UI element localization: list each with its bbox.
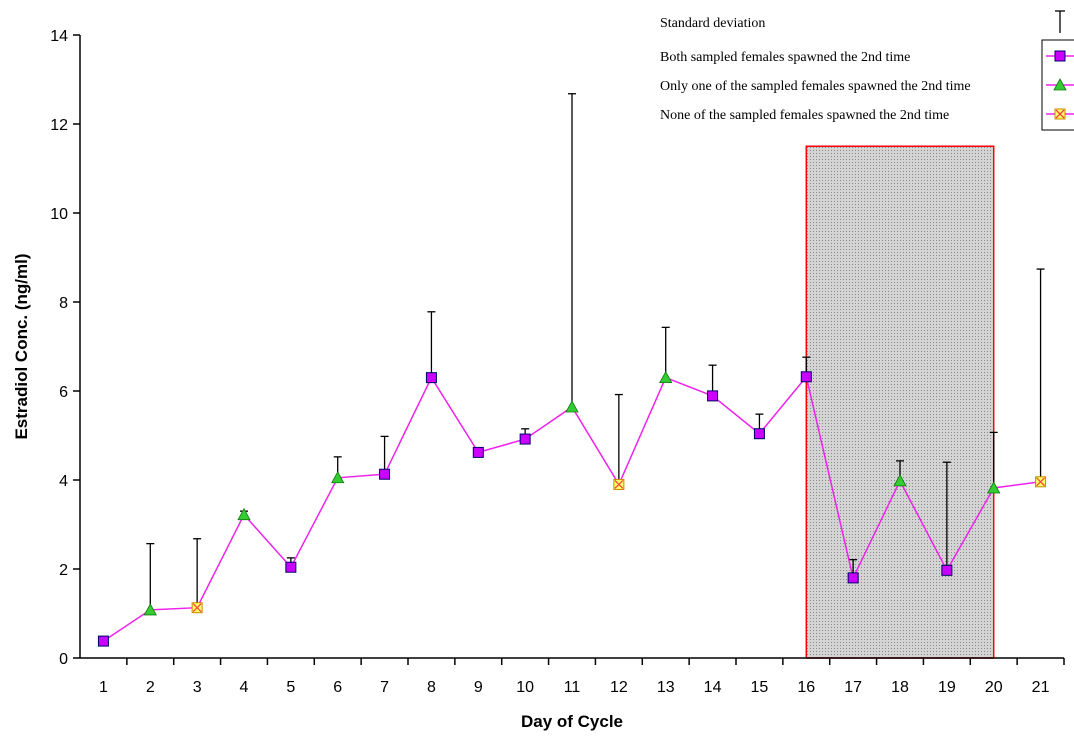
legend-marker-both <box>1054 50 1066 62</box>
data-point-cross-b <box>614 479 624 489</box>
x-tick-label: 15 <box>751 679 769 696</box>
data-point-cross-b <box>1036 477 1046 487</box>
x-tick-label: 4 <box>240 679 249 696</box>
x-tick-label: 2 <box>146 679 155 696</box>
x-tick-label: 20 <box>985 679 1003 696</box>
x-tick-label: 19 <box>938 679 956 696</box>
axes <box>73 34 1065 665</box>
data-point <box>472 446 484 458</box>
legend: Standard deviation Both sampled females s… <box>660 10 1074 131</box>
y-tick-label: 8 <box>59 295 68 312</box>
y-tick-label: 14 <box>50 28 68 45</box>
data-point <box>237 507 251 521</box>
legend-marker-only-one <box>1053 78 1067 91</box>
x-tick-label: 17 <box>844 679 862 696</box>
data-point <box>285 561 297 573</box>
x-axis-title: Day of Cycle <box>521 712 623 731</box>
data-point <box>847 572 859 584</box>
data-point <box>565 400 579 413</box>
x-tick-label: 9 <box>474 679 483 696</box>
data-point <box>707 390 719 402</box>
x-tick-label: 3 <box>193 679 202 696</box>
data-point <box>331 470 345 484</box>
y-tick-label: 0 <box>59 651 68 668</box>
data-point <box>379 468 391 480</box>
data-point-cross-b <box>192 603 202 613</box>
data-point <box>519 433 531 445</box>
legend-label-none: None of the sampled females spawned the … <box>660 108 949 123</box>
legend-label-sd: Standard deviation <box>660 16 765 31</box>
x-tick-label: 21 <box>1032 679 1050 696</box>
legend-marker-none <box>1054 108 1066 120</box>
x-tick-label: 12 <box>610 679 628 696</box>
legend-label-both: Both sampled females spawned the 2nd tim… <box>660 50 910 65</box>
y-tick-label: 2 <box>59 562 68 579</box>
x-tick-label: 5 <box>286 679 295 696</box>
y-tick-label: 4 <box>59 473 68 490</box>
x-tick-label: 18 <box>891 679 909 696</box>
legend-marker-none-cross-b <box>1055 109 1065 119</box>
data-point <box>97 635 109 647</box>
data-point <box>941 564 953 576</box>
x-tick-label: 8 <box>427 679 436 696</box>
data-point <box>893 474 907 487</box>
data-point <box>143 603 157 616</box>
legend-label-only-one: Only one of the sampled females spawned … <box>660 79 971 94</box>
shaded-region <box>805 145 995 659</box>
y-tick-label: 6 <box>59 384 68 401</box>
x-tick-label: 7 <box>380 679 389 696</box>
y-axis-title: Estradiol Conc. (ng/ml) <box>12 253 31 439</box>
x-tick-label: 13 <box>657 679 675 696</box>
data-point <box>659 370 673 384</box>
data-point <box>987 481 1001 494</box>
data-point <box>613 478 625 490</box>
data-point <box>800 371 812 383</box>
x-tick-label: 16 <box>797 679 815 696</box>
data-point <box>191 602 203 614</box>
data-markers <box>97 370 1047 647</box>
y-tick-label: 12 <box>50 117 68 134</box>
shaded-region-layer <box>805 145 995 659</box>
x-tick-label: 6 <box>333 679 342 696</box>
x-tick-label: 10 <box>516 679 534 696</box>
data-point <box>753 428 765 440</box>
data-point <box>1035 476 1047 488</box>
x-tick-label: 1 <box>99 679 108 696</box>
error-bars <box>146 93 1045 610</box>
y-tick-label: 10 <box>50 206 68 223</box>
x-tick-label: 14 <box>704 679 722 696</box>
data-point <box>425 372 437 384</box>
x-tick-label: 11 <box>564 679 581 696</box>
